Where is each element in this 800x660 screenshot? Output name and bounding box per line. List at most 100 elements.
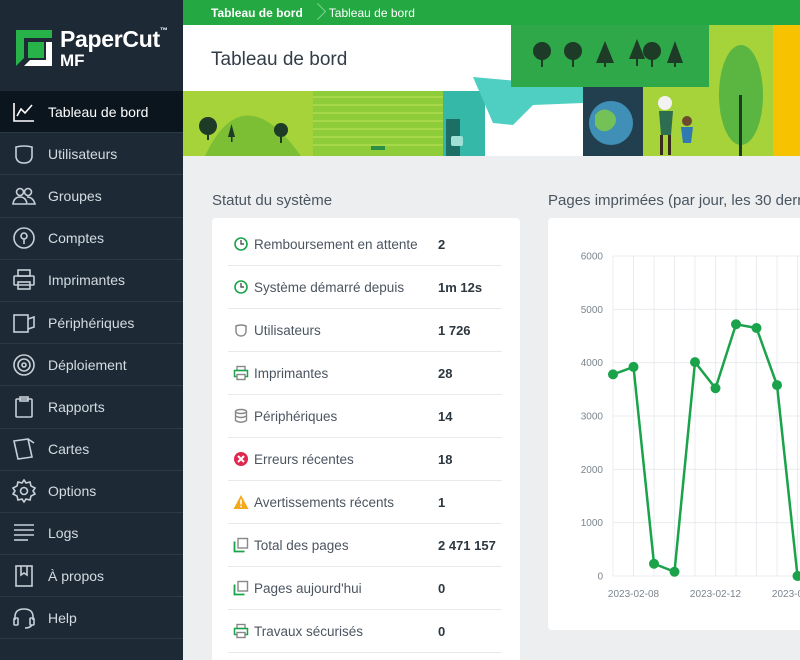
data-point[interactable] xyxy=(710,383,721,394)
sidebar-item-label: Utilisateurs xyxy=(48,145,118,162)
papercut-logo-icon xyxy=(16,30,52,66)
sidebar-item-label: Help xyxy=(48,609,77,626)
status-label: Périphériques xyxy=(254,408,338,424)
user-icon xyxy=(228,322,254,338)
status-row-pending-refunds[interactable]: Remboursement en attente 2 xyxy=(228,223,502,266)
sidebar-item-label: Groupes xyxy=(48,187,102,204)
sidebar-item-label: Imprimantes xyxy=(48,272,126,289)
status-label: Erreurs récentes xyxy=(254,451,354,467)
status-label: Utilisateurs xyxy=(254,322,321,338)
y-tick-label: 6000 xyxy=(581,252,604,263)
sidebar-item-cards[interactable]: Cartes xyxy=(0,429,183,471)
sidebar-item-label: Périphériques xyxy=(48,314,135,331)
sidebar-item-dashboard[interactable]: Tableau de bord xyxy=(0,91,183,134)
data-point[interactable] xyxy=(690,357,700,368)
series-line xyxy=(612,322,800,578)
printer-icon xyxy=(228,623,254,639)
status-label: Système démarré depuis xyxy=(254,279,405,295)
sidebar-item-label: Rapports xyxy=(48,398,105,415)
status-row-secure-jobs[interactable]: Travaux sécurisés 0 xyxy=(228,610,502,653)
data-point[interactable] xyxy=(792,571,800,581)
printer-icon xyxy=(228,365,254,381)
data-point[interactable] xyxy=(731,319,741,330)
status-row-users[interactable]: Utilisateurs 1 726 xyxy=(228,309,502,352)
sidebar-item-label: Tableau de bord xyxy=(48,103,149,120)
pages-printed-chart: 0 1000 2000 3000 4000 5000 6000 2023-02-08 2023-… xyxy=(581,252,800,600)
reports-icon xyxy=(0,395,48,419)
sidebar-item-help[interactable]: Help xyxy=(0,597,183,640)
sidebar-item-users[interactable]: Utilisateurs xyxy=(0,133,183,176)
brand-sub: MF xyxy=(60,51,85,70)
warning-icon xyxy=(228,494,254,510)
accounts-icon xyxy=(0,226,48,250)
gear-icon xyxy=(0,479,48,504)
sidebar-item-devices[interactable]: Périphériques xyxy=(0,302,183,345)
chart-heading: Pages imprimées (par jour, les 30 dern xyxy=(548,192,800,209)
data-point[interactable] xyxy=(669,566,680,577)
status-value: 28 xyxy=(438,365,453,381)
data-point[interactable] xyxy=(649,558,659,569)
brand-name: PaperCut xyxy=(60,26,160,52)
breadcrumb-link-dashboard[interactable]: Tableau de bord xyxy=(211,5,303,20)
logs-icon xyxy=(0,521,48,545)
sidebar: PaperCut™ MF Tableau de bord Utilisateur… xyxy=(0,0,183,660)
status-value: 1m 12s xyxy=(438,279,483,295)
sidebar-item-logs[interactable]: Logs xyxy=(0,513,183,556)
y-tick-label: 2000 xyxy=(581,465,604,476)
status-row-total-pages: Total des pages 2 471 157 xyxy=(228,524,502,567)
x-tick-label: 2023-02-12 xyxy=(690,589,742,600)
sidebar-item-groups[interactable]: Groupes xyxy=(0,175,183,218)
status-row-devices[interactable]: Périphériques 14 xyxy=(228,395,502,438)
status-label: Avertissements récents xyxy=(254,494,395,510)
breadcrumb: Tableau de bord Tableau de bord xyxy=(183,0,800,25)
status-value: 18 xyxy=(438,451,453,467)
sidebar-item-options[interactable]: Options xyxy=(0,471,183,513)
status-heading: Statut du système xyxy=(212,192,333,209)
breadcrumb-current: Tableau de bord xyxy=(328,5,415,20)
sidebar-item-about[interactable]: À propos xyxy=(0,555,183,598)
database-icon xyxy=(228,408,254,424)
sidebar-item-label: Options xyxy=(48,483,97,500)
cards-icon xyxy=(0,437,48,461)
x-tick-label: 2023-02-08 xyxy=(608,589,660,600)
sidebar-item-deployment[interactable]: Déploiement xyxy=(0,344,183,387)
sidebar-item-printers[interactable]: Imprimantes xyxy=(0,260,183,302)
deployment-icon xyxy=(0,353,48,377)
status-value: 2 471 157 xyxy=(438,537,496,553)
status-label: Remboursement en attente xyxy=(254,236,418,252)
book-icon xyxy=(0,564,48,588)
banner-illustration xyxy=(183,25,800,156)
groups-icon xyxy=(0,184,48,208)
y-tick-label: 0 xyxy=(597,572,603,583)
printer-icon xyxy=(0,268,48,292)
sidebar-item-reports[interactable]: Rapports xyxy=(0,386,183,429)
status-row-recent-errors[interactable]: Erreurs récentes 18 xyxy=(228,438,502,481)
sidebar-nav: Tableau de bord Utilisateurs Groupes Com… xyxy=(0,91,183,640)
data-point[interactable] xyxy=(628,361,639,372)
dashboard-banner: Tableau de bord xyxy=(183,25,800,156)
data-point[interactable] xyxy=(772,380,782,391)
status-card: Remboursement en attente 2 Système démar… xyxy=(212,218,520,660)
status-label: Pages aujourd'hui xyxy=(254,580,362,596)
status-value: 14 xyxy=(438,408,453,424)
papercut-logo[interactable]: PaperCut™ MF xyxy=(14,26,174,76)
error-icon xyxy=(228,451,254,467)
x-tick-label: 2023-02-16 xyxy=(772,589,800,600)
sidebar-item-label: Comptes xyxy=(48,230,105,247)
sidebar-item-accounts[interactable]: Comptes xyxy=(0,218,183,260)
y-tick-label: 4000 xyxy=(581,358,604,369)
status-row-recent-warnings[interactable]: Avertissements récents 1 xyxy=(228,481,502,524)
dashboard-chart-icon xyxy=(0,100,48,124)
data-point[interactable] xyxy=(751,323,762,333)
clock-icon xyxy=(228,279,254,295)
data-point[interactable] xyxy=(608,369,618,380)
sidebar-item-label: Logs xyxy=(48,525,79,542)
status-value: 2 xyxy=(438,236,446,252)
status-value: 1 726 xyxy=(438,322,471,338)
status-label: Imprimantes xyxy=(254,365,329,381)
sidebar-item-label: À propos xyxy=(48,567,105,584)
y-tick-label: 1000 xyxy=(581,518,604,529)
status-row-printers[interactable]: Imprimantes 28 xyxy=(228,352,502,395)
page-title: Tableau de bord xyxy=(211,49,348,70)
sidebar-item-label: Déploiement xyxy=(48,356,127,373)
